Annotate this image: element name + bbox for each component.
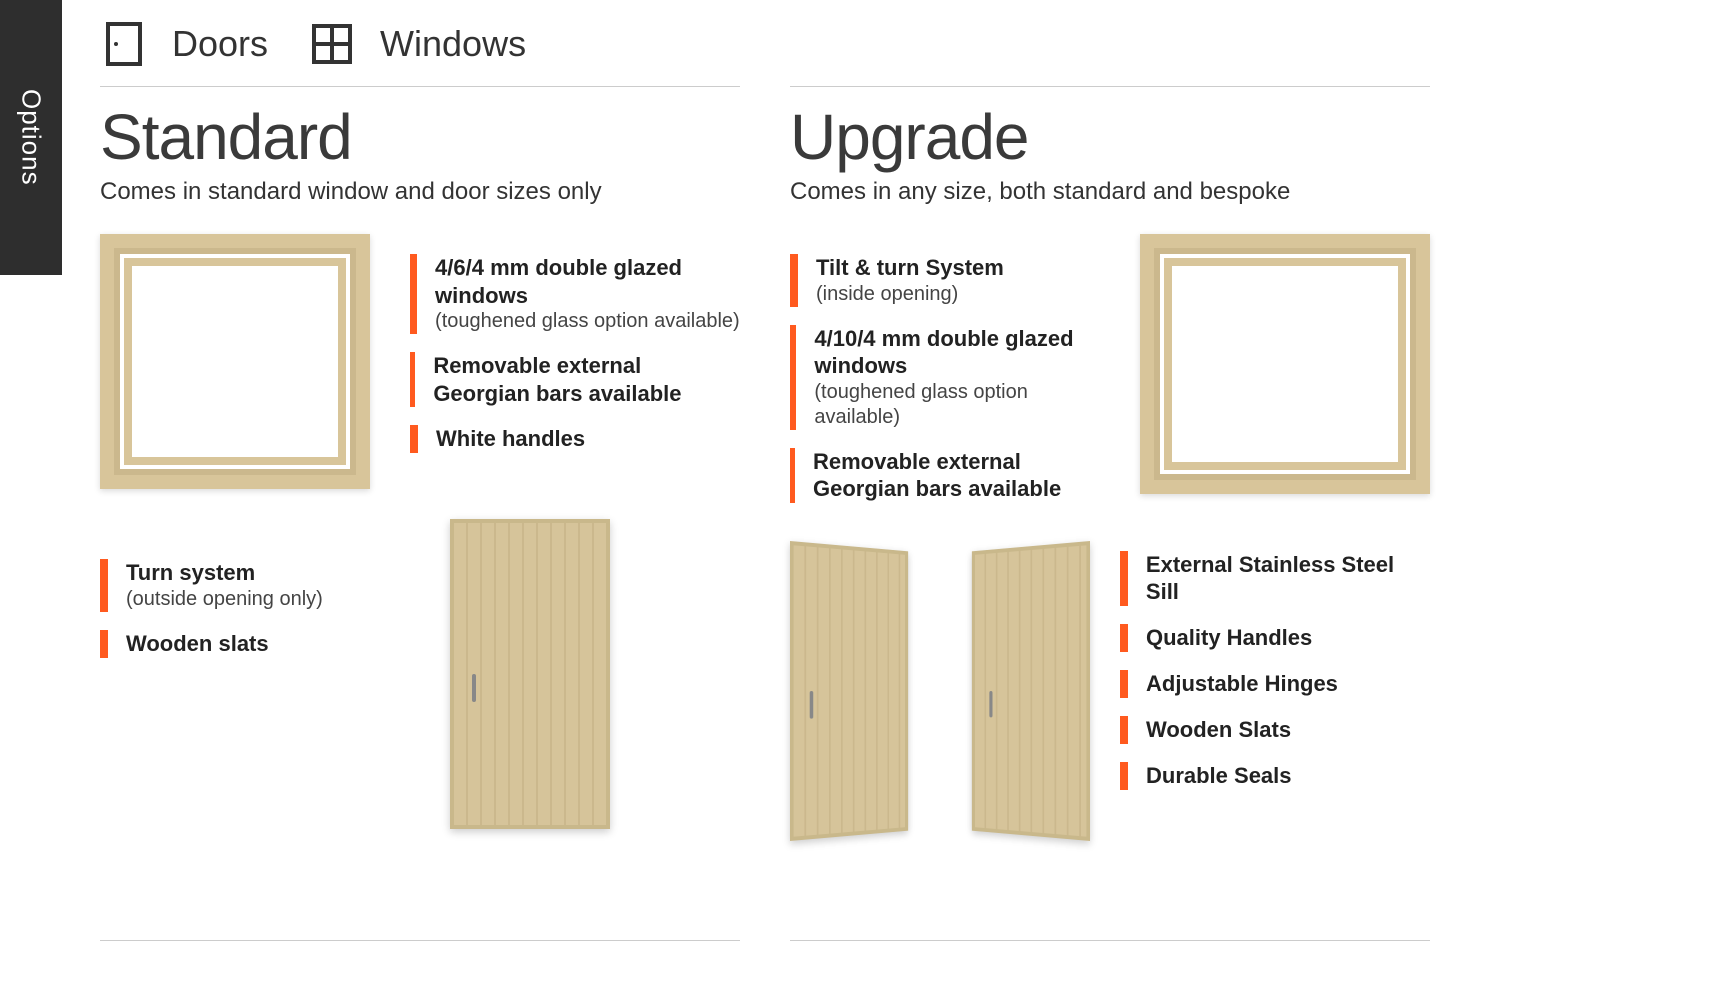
feature-item: Wooden slats (100, 630, 390, 658)
feature-title: Removable external Georgian bars availab… (813, 448, 1100, 503)
upgrade-door-image (790, 541, 1090, 861)
accent-bar (790, 254, 798, 307)
accent-bar (1120, 624, 1128, 652)
window-icon (308, 20, 356, 68)
upgrade-section: Upgrade Comes in any size, both standard… (790, 100, 1430, 861)
feature-item: Durable Seals (1120, 762, 1430, 790)
accent-bar (410, 352, 415, 407)
feature-title: 4/6/4 mm double glazed windows (435, 254, 740, 309)
upgrade-window-features: Tilt & turn System (inside opening) 4/10… (790, 254, 1100, 521)
divider-top-left (100, 86, 740, 87)
feature-title: White handles (436, 425, 585, 453)
feature-item: White handles (410, 425, 740, 453)
feature-sub: (toughened glass option available) (814, 380, 1100, 430)
accent-bar (410, 425, 418, 453)
feature-item: Adjustable Hinges (1120, 670, 1430, 698)
standard-door-image (450, 519, 610, 829)
feature-item: Turn system (outside opening only) (100, 559, 390, 612)
standard-window-features: 4/6/4 mm double glazed windows (toughene… (410, 254, 740, 489)
standard-section: Standard Comes in standard window and do… (100, 100, 740, 829)
feature-sub: (inside opening) (816, 282, 1004, 307)
feature-title: External Stainless Steel Sill (1146, 551, 1430, 606)
feature-title: Durable Seals (1146, 762, 1292, 790)
feature-title: Removable external Georgian bars availab… (433, 352, 740, 407)
feature-title: Tilt & turn System (816, 254, 1004, 282)
upgrade-subtitle: Comes in any size, both standard and bes… (790, 178, 1430, 206)
feature-sub: (toughened glass option available) (435, 309, 740, 334)
accent-bar (790, 325, 796, 430)
divider-bottom-right (790, 940, 1430, 941)
accent-bar (1120, 551, 1128, 606)
accent-bar (790, 448, 795, 503)
feature-item: Removable external Georgian bars availab… (790, 448, 1100, 503)
standard-door-features: Turn system (outside opening only) Woode… (100, 559, 390, 829)
accent-bar (1120, 716, 1128, 744)
feature-title: Quality Handles (1146, 624, 1312, 652)
feature-title: 4/10/4 mm double glazed windows (814, 325, 1100, 380)
divider-bottom-left (100, 940, 740, 941)
feature-item: Removable external Georgian bars availab… (410, 352, 740, 407)
standard-title: Standard (100, 100, 740, 174)
feature-item: 4/10/4 mm double glazed windows (toughen… (790, 325, 1100, 430)
feature-title: Wooden Slats (1146, 716, 1291, 744)
accent-bar (100, 630, 108, 658)
upgrade-window-image (1140, 234, 1430, 494)
standard-subtitle: Comes in standard window and door sizes … (100, 178, 740, 206)
accent-bar (1120, 670, 1128, 698)
feature-item: 4/6/4 mm double glazed windows (toughene… (410, 254, 740, 334)
options-tab[interactable]: Options (0, 0, 62, 275)
accent-bar (410, 254, 417, 334)
feature-item: Quality Handles (1120, 624, 1430, 652)
standard-window-image (100, 234, 370, 489)
header-windows-label: Windows (380, 23, 526, 65)
header-windows[interactable]: Windows (308, 20, 526, 68)
feature-item: External Stainless Steel Sill (1120, 551, 1430, 606)
accent-bar (100, 559, 108, 612)
upgrade-title: Upgrade (790, 100, 1430, 174)
door-icon (100, 20, 148, 68)
accent-bar (1120, 762, 1128, 790)
feature-item: Wooden Slats (1120, 716, 1430, 744)
header-doors-label: Doors (172, 23, 268, 65)
feature-title: Adjustable Hinges (1146, 670, 1338, 698)
options-tab-label: Options (16, 89, 47, 186)
divider-top-right (790, 86, 1430, 87)
feature-sub: (outside opening only) (126, 587, 323, 612)
header: Doors Windows (100, 20, 526, 68)
feature-title: Turn system (126, 559, 323, 587)
feature-title: Wooden slats (126, 630, 269, 658)
upgrade-door-features: External Stainless Steel Sill Quality Ha… (1120, 551, 1430, 861)
header-doors[interactable]: Doors (100, 20, 268, 68)
feature-item: Tilt & turn System (inside opening) (790, 254, 1100, 307)
